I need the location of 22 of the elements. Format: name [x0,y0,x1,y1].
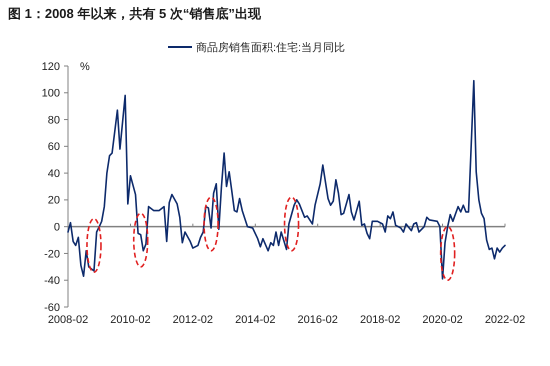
line-series [67,80,506,280]
x-tick-label: 2008-02 [48,314,88,326]
y-tick-label: -60 [44,302,60,314]
x-tick-label: 2012-02 [172,314,214,326]
y-tick-label: -20 [44,248,60,260]
y-tick-label: 120 [42,60,60,73]
y-axis-title: % [80,61,90,73]
y-tick-label: -40 [44,275,60,288]
x-tick-label: 2018-02 [360,314,400,326]
y-tick-label: 20 [48,194,60,207]
chart-title: 图 1：2008 年以来，共有 5 次“销售底”出现 [8,6,262,21]
y-tick-label: 100 [42,88,60,100]
legend-label: 商品房销售面积:住宅:当月同比 [196,41,346,54]
x-tick-label: 2016-02 [298,314,338,326]
y-tick-label: 80 [48,114,60,126]
x-tick-label: 2010-02 [110,314,151,326]
x-tick-label: 2022-02 [484,314,526,326]
x-tick-label: 2014-02 [235,314,276,326]
y-tick-label: 40 [48,168,60,180]
x-tick-label: 2020-02 [422,314,463,326]
y-tick-label: 0 [54,222,60,234]
y-tick-label: 60 [48,141,60,154]
